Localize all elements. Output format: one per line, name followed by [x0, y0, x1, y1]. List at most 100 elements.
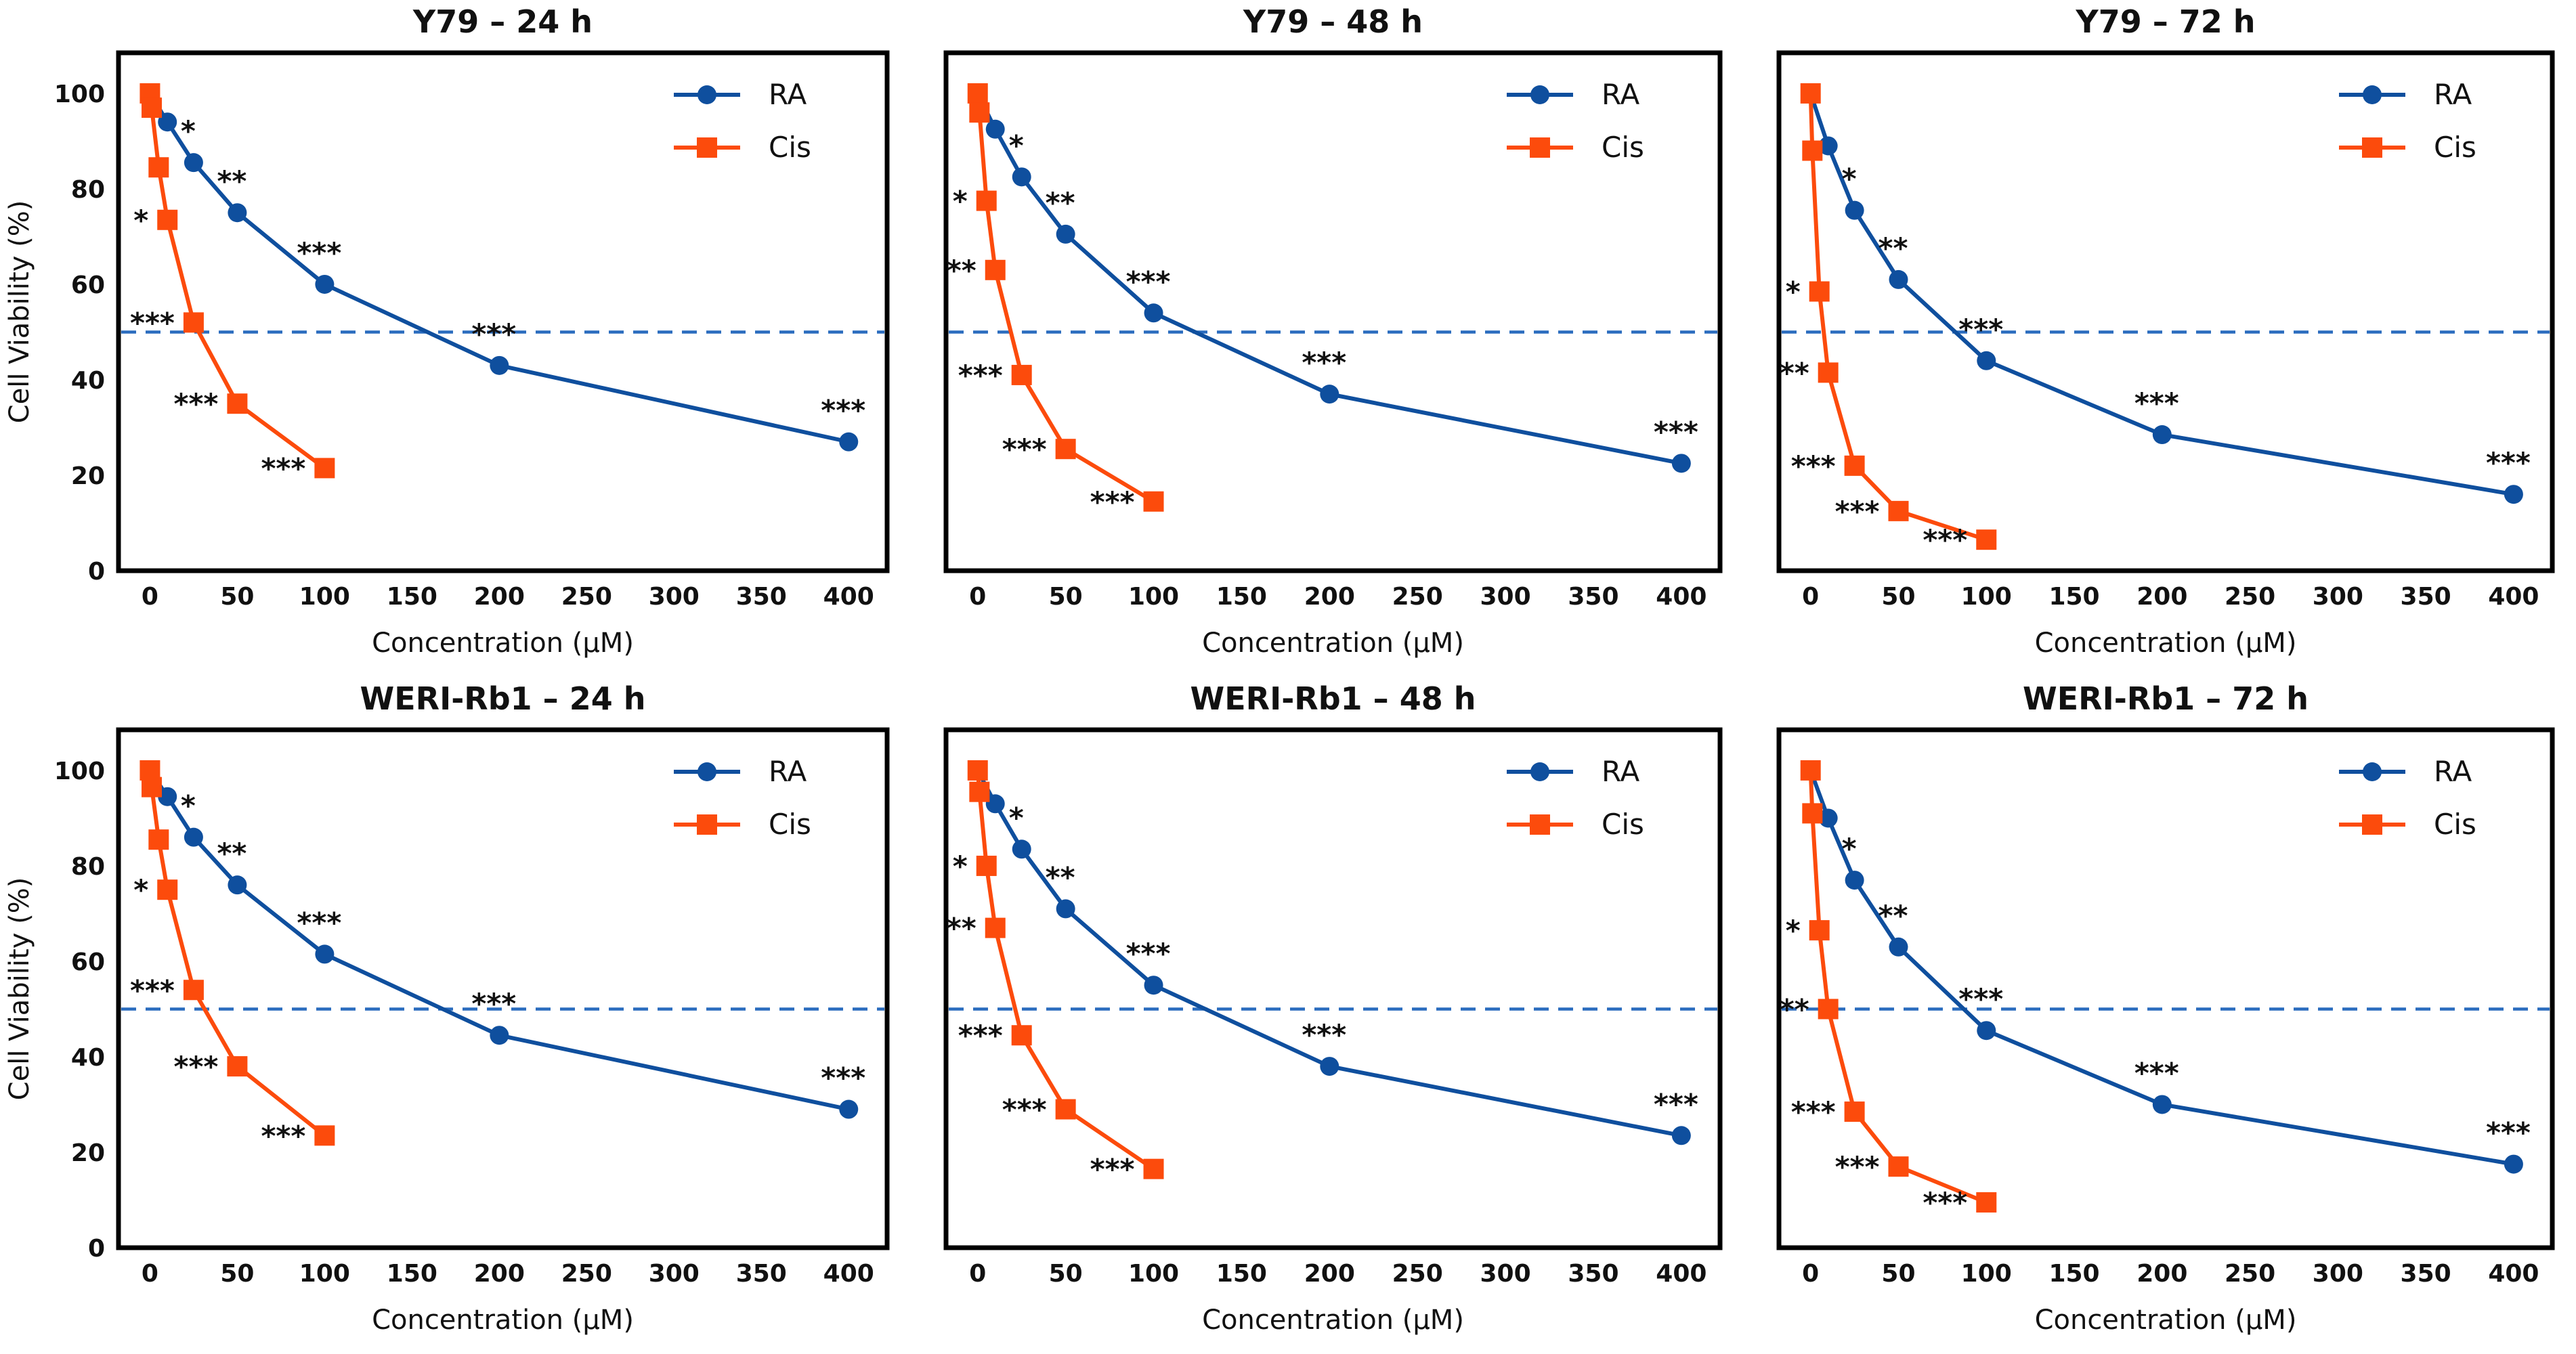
data-point-circle-ra — [697, 85, 716, 104]
data-point-square-cis — [142, 97, 163, 118]
data-point-square-cis — [1976, 529, 1997, 550]
significance-marker: ** — [217, 837, 246, 870]
data-point-square-cis — [1802, 803, 1823, 824]
significance-marker: *** — [471, 318, 516, 351]
data-point-circle-ra — [1320, 1057, 1339, 1076]
significance-marker: ** — [1046, 186, 1075, 219]
data-point-square-cis — [697, 137, 717, 158]
significance-marker: * — [1786, 914, 1801, 947]
data-point-circle-ra — [1671, 454, 1691, 473]
legend-label-ra: RA — [769, 755, 807, 788]
x-tick-label: 50 — [1881, 583, 1915, 611]
data-point-square-cis — [1800, 760, 1821, 781]
y-tick-label: 0 — [88, 558, 105, 586]
data-point-circle-ra — [1889, 269, 1908, 289]
data-point-circle-ra — [228, 203, 247, 223]
significance-marker: ** — [947, 254, 976, 287]
y-tick-label: 60 — [71, 271, 105, 299]
y-tick-label: 20 — [71, 462, 105, 490]
data-point-circle-ra — [985, 119, 1005, 139]
legend-label-cis: Cis — [2434, 808, 2476, 841]
significance-marker: *** — [1002, 433, 1047, 466]
data-point-circle-ra — [184, 827, 203, 847]
legend-label-ra: RA — [1602, 755, 1639, 788]
data-point-circle-ra — [315, 944, 335, 964]
series-line-ra — [976, 769, 1682, 1138]
plot-frame — [943, 50, 1723, 573]
legend-label-ra: RA — [769, 78, 807, 111]
significance-marker: *** — [2486, 1116, 2531, 1150]
significance-marker: *** — [821, 394, 865, 427]
significance-marker: *** — [1835, 1150, 1880, 1183]
data-point-circle-ra — [1845, 200, 1864, 220]
data-point-circle-ra — [1530, 762, 1549, 781]
x-tick-label: 200 — [2137, 583, 2187, 611]
x-tick-label: 50 — [1881, 1260, 1915, 1288]
x-axis-label: Concentration (µM) — [2035, 1305, 2297, 1336]
data-point-circle-ra — [158, 787, 177, 806]
data-point-circle-ra — [985, 794, 1005, 814]
data-point-circle-ra — [1144, 976, 1163, 995]
y-tick-label: 100 — [54, 81, 105, 108]
significance-marker: *** — [958, 1019, 1003, 1052]
significance-marker: ** — [947, 912, 976, 945]
x-tick-label: 50 — [220, 583, 254, 611]
significance-marker: * — [1842, 162, 1857, 196]
y-axis-label: Cell Viability (%) — [4, 877, 35, 1101]
chart-y79-24h: Y79 – 24 h0 50 100 150 200 250 300 350 400Concen… — [4, 3, 890, 659]
series-line-ra — [148, 92, 849, 444]
legend-label-cis: Cis — [1602, 808, 1644, 841]
x-tick-label: 150 — [1216, 1260, 1267, 1288]
data-point-square-cis — [1818, 999, 1839, 1020]
x-tick-label: 350 — [2401, 1260, 2451, 1288]
data-point-square-cis — [1844, 455, 1865, 476]
data-point-square-cis — [142, 777, 163, 798]
significance-marker: *** — [1654, 415, 1698, 448]
x-tick-label: 350 — [1568, 1260, 1618, 1288]
x-tick-label: 350 — [1568, 583, 1618, 611]
x-tick-label: 250 — [1392, 1260, 1443, 1288]
data-point-circle-ra — [228, 875, 247, 895]
x-tick-label: 50 — [1049, 583, 1083, 611]
x-tick-label: 200 — [2137, 1260, 2187, 1288]
x-tick-label: 300 — [1480, 1260, 1530, 1288]
data-point-square-cis — [985, 259, 1006, 280]
data-point-square-cis — [1888, 500, 1909, 521]
legend-label-cis: Cis — [769, 131, 811, 164]
y-tick-label: 80 — [71, 853, 105, 881]
data-point-circle-ra — [2363, 85, 2382, 104]
chart-y79-72h: Y79 – 72 h 0 50 100 150 200 250 300 350 400 Concen… — [1776, 3, 2555, 659]
data-point-square-cis — [1888, 1156, 1909, 1177]
panel-title: Y79 – 48 h — [1243, 3, 1423, 40]
significance-marker: ** — [217, 165, 246, 198]
significance-marker: *** — [1958, 982, 2003, 1016]
plot-frame — [1776, 727, 2555, 1250]
significance-marker: *** — [174, 387, 219, 420]
data-point-square-cis — [183, 980, 204, 1001]
x-tick-label: 150 — [387, 1260, 437, 1288]
data-point-circle-ra — [1889, 937, 1908, 957]
significance-marker: *** — [1791, 450, 1836, 483]
x-tick-label: 200 — [474, 583, 525, 611]
y-tick-label: 80 — [71, 176, 105, 204]
x-tick-label: 400 — [2488, 1260, 2539, 1288]
data-point-square-cis — [227, 393, 248, 414]
significance-marker: * — [1842, 832, 1857, 865]
data-point-square-cis — [1530, 137, 1550, 158]
data-point-square-cis — [157, 209, 178, 230]
x-tick-label: 300 — [2313, 583, 2363, 611]
chart-weri-rb1-24h: WERI-Rb1 – 24 h0 50 100 150 200 250 300 350 400C… — [4, 680, 890, 1336]
significance-marker: * — [1009, 129, 1024, 162]
x-tick-label: 300 — [2313, 1260, 2363, 1288]
data-point-square-cis — [1143, 1158, 1164, 1179]
x-tick-label: 400 — [2488, 583, 2539, 611]
significance-marker: *** — [471, 987, 516, 1020]
panel-title: WERI-Rb1 – 72 h — [2023, 680, 2309, 717]
panel-y79-48h: Y79 – 48 h 0 50 100 150 200 250 300 350 400 Concen… — [911, 0, 1744, 677]
data-point-square-cis — [985, 917, 1006, 938]
data-point-circle-ra — [2152, 425, 2172, 445]
x-axis-label: Concentration (µM) — [1202, 1305, 1464, 1336]
data-point-circle-ra — [2504, 485, 2523, 504]
x-axis-label: Concentration (µM) — [2035, 628, 2297, 659]
